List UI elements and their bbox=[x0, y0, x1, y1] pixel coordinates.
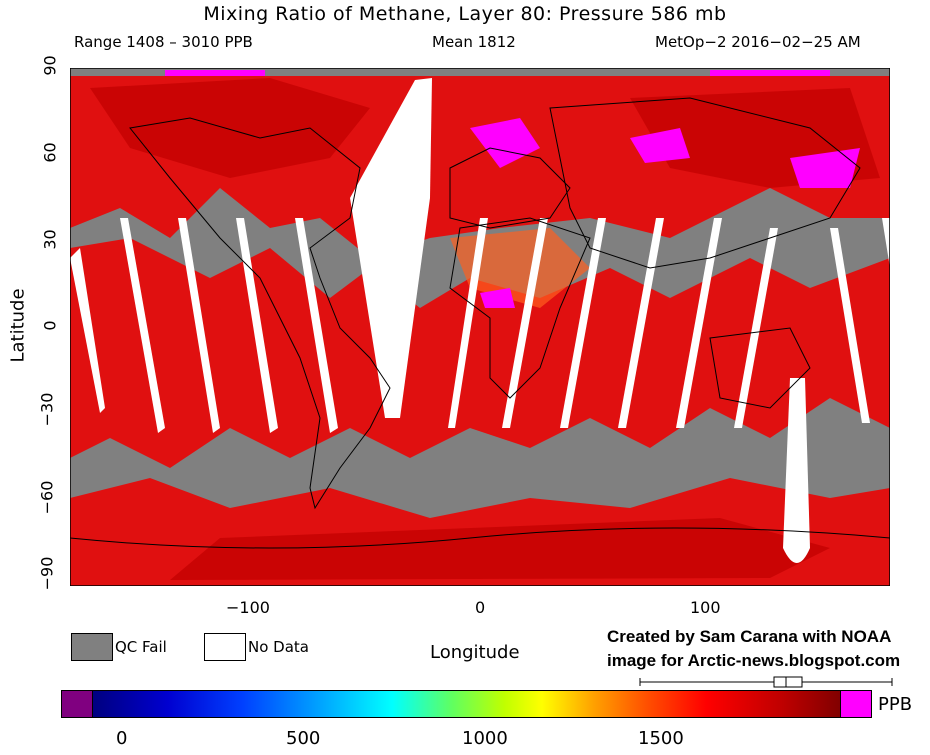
mean-label: Mean 1812 bbox=[432, 33, 516, 51]
methane-high-patches bbox=[165, 70, 860, 308]
colorbar-tick-1500: 1500 bbox=[638, 728, 684, 749]
colorbar-tick-500: 500 bbox=[286, 728, 321, 749]
xtick-neg100: −100 bbox=[226, 598, 270, 617]
colorbar bbox=[92, 690, 842, 718]
no-data-swaths bbox=[70, 78, 890, 563]
source-label: MetOp−2 2016−02−25 AM bbox=[655, 33, 861, 51]
credit-line-1: Created by Sam Carana with NOAA bbox=[607, 627, 892, 646]
ytick-neg90: −90 bbox=[37, 556, 57, 591]
ytick-60: 60 bbox=[40, 142, 60, 163]
colorbar-high-end bbox=[840, 690, 872, 718]
qc-fail-label: QC Fail bbox=[115, 638, 167, 656]
x-axis-label: Longitude bbox=[430, 642, 520, 663]
ytick-neg30: −30 bbox=[37, 392, 57, 427]
coastlines bbox=[70, 97, 890, 549]
histogram-boxplot bbox=[639, 676, 893, 688]
colorbar-tick-0: 0 bbox=[116, 728, 128, 749]
colorbar-unit: PPB bbox=[878, 694, 913, 715]
y-axis-label: Latitude bbox=[7, 288, 29, 363]
map-title: Mixing Ratio of Methane, Layer 80: Press… bbox=[203, 3, 727, 25]
ytick-neg60: −60 bbox=[37, 480, 57, 515]
colorbar-tick-1000: 1000 bbox=[462, 728, 508, 749]
no-data-swatch bbox=[204, 633, 246, 661]
colorbar-low-end bbox=[61, 690, 93, 718]
sahara-high-region bbox=[450, 228, 590, 308]
qc-fail-swatch bbox=[71, 633, 113, 661]
no-data-label: No Data bbox=[248, 638, 309, 656]
xtick-0: 0 bbox=[475, 598, 486, 617]
ytick-90: 90 bbox=[40, 55, 60, 76]
methane-map bbox=[70, 68, 890, 586]
ytick-0: 0 bbox=[40, 320, 60, 331]
credit-line-2: image for Arctic-news.blogspot.com bbox=[607, 651, 901, 670]
ytick-30: 30 bbox=[40, 229, 60, 250]
xtick-100: 100 bbox=[690, 598, 721, 617]
range-label: Range 1408 – 3010 PPB bbox=[74, 33, 253, 51]
